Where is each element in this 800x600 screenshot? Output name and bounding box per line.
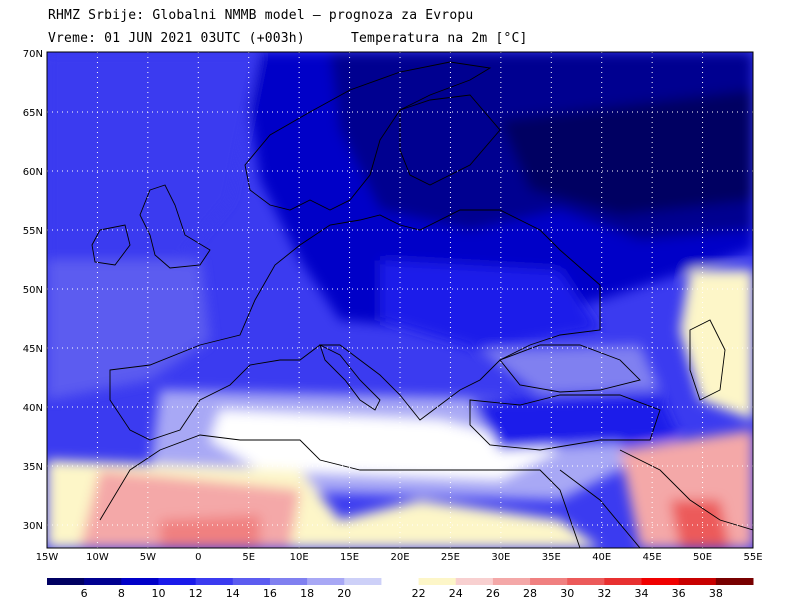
colorbar-label: 14 [226,587,240,600]
field-turkey [470,395,680,450]
field-gulf-hot [670,500,730,548]
colorbar-label: 8 [118,587,125,600]
map-frame [46,51,754,549]
colorbar-swatch [418,578,457,585]
lat-tick-label: 60N [23,167,43,178]
colorbar-label: 12 [189,587,203,600]
colorbar-swatch [232,578,271,585]
colorbar-label: 18 [300,587,314,600]
colorbar-label: 20 [337,587,351,600]
coast-caspian [689,319,726,401]
colorbar-label: 38 [709,587,723,600]
colorbar-swatch [269,578,308,585]
colorbar-swatch [678,578,717,585]
colorbar-swatch [121,578,159,585]
colorbar-swatch [604,578,643,585]
colorbar-label: 22 [412,587,426,600]
colorbar-swatch [47,578,85,585]
colorbar-swatch [530,578,568,585]
colorbar: 6 8 10 12 14 16 18 20 22 24 26 28 30 32 34 36 38 [47,578,754,600]
lon-tick-label: 15W [36,552,59,563]
colorbar-label: 10 [151,587,165,600]
coast-ireland [91,224,131,266]
lon-tick-label: 55E [743,552,762,563]
colorbar-swatch [715,578,754,585]
lon-tick-label: 45E [643,552,662,563]
lat-tick-label: 35N [23,462,43,473]
lat-tick-label: 30N [23,521,43,532]
lon-tick-label: 15E [340,552,359,563]
coast-blacksea [499,344,641,393]
field-caspian-warm [680,270,753,420]
colorbar-swatch [567,578,605,585]
colorbar-label: 24 [449,587,463,600]
longitude-labels: 15W 10W 5W 0 5E 10E 15E 20E 25E 30E 35E 40E 45E 50E 55… [36,552,763,563]
colorbar-label: 30 [560,587,574,600]
colorbar-swatch [195,578,234,585]
field-atlantic [47,52,260,260]
colorbar-swatch [307,578,345,585]
field-med-warm [210,410,560,480]
lon-tick-label: 25E [441,552,460,563]
colorbar-swatch [381,578,420,585]
coast-britain [139,184,211,269]
colorbar-label: 32 [597,587,611,600]
lon-tick-label: 30E [491,552,510,563]
lon-tick-label: 35E [542,552,561,563]
lon-tick-label: 0 [195,552,201,563]
colorbar-swatch [641,578,680,585]
forecast-time: Vreme: 01 JUN 2021 03UTC (+003h) [48,31,305,46]
lon-tick-label: 20E [390,552,409,563]
colorbar-label: 34 [635,587,649,600]
temperature-field [47,52,753,548]
lon-tick-label: 5E [242,552,255,563]
field-cold-core [500,90,753,215]
coast-finland [399,94,501,186]
field-ukraine [380,260,600,350]
lon-tick-label: 40E [592,552,611,563]
coast-continent [109,209,601,441]
coast-arabia [619,449,753,531]
latitude-labels: 70N 65N 60N 55N 50N 45N 40N 35N 30N [23,49,43,532]
coast-italy [319,344,381,411]
field-blacksea [480,345,660,395]
lon-tick-label: 50E [693,552,712,563]
colorbar-label: 36 [672,587,686,600]
lat-tick-label: 50N [23,285,43,296]
lat-tick-label: 45N [23,344,43,355]
coast-africa [99,434,581,548]
lat-tick-label: 70N [23,49,43,60]
field-sahara-core [160,515,260,548]
colorbar-label: 28 [523,587,537,600]
field-ocean-west [47,260,210,400]
colorbar-label: 6 [81,587,88,600]
lat-tick-label: 65N [23,108,43,119]
coastlines [91,61,753,548]
field-name: Temperatura na 2m [°C] [351,31,528,46]
colorbar-swatch [344,578,382,585]
coast-redsea [559,469,641,548]
coast-turkey [469,394,661,451]
colorbar-swatch [84,578,122,585]
lon-tick-label: 10W [86,552,109,563]
colorbar-swatch [455,578,494,585]
colorbar-swatch [492,578,531,585]
lat-tick-label: 55N [23,226,43,237]
lon-tick-label: 10E [290,552,309,563]
colorbar-label: 16 [263,587,277,600]
colorbar-swatch [158,578,197,585]
colorbar-label: 26 [486,587,500,600]
lat-tick-label: 40N [23,403,43,414]
chart-title: RHMZ Srbije: Globalni NMMB model — progn… [48,8,474,23]
lon-tick-label: 5W [140,552,156,563]
